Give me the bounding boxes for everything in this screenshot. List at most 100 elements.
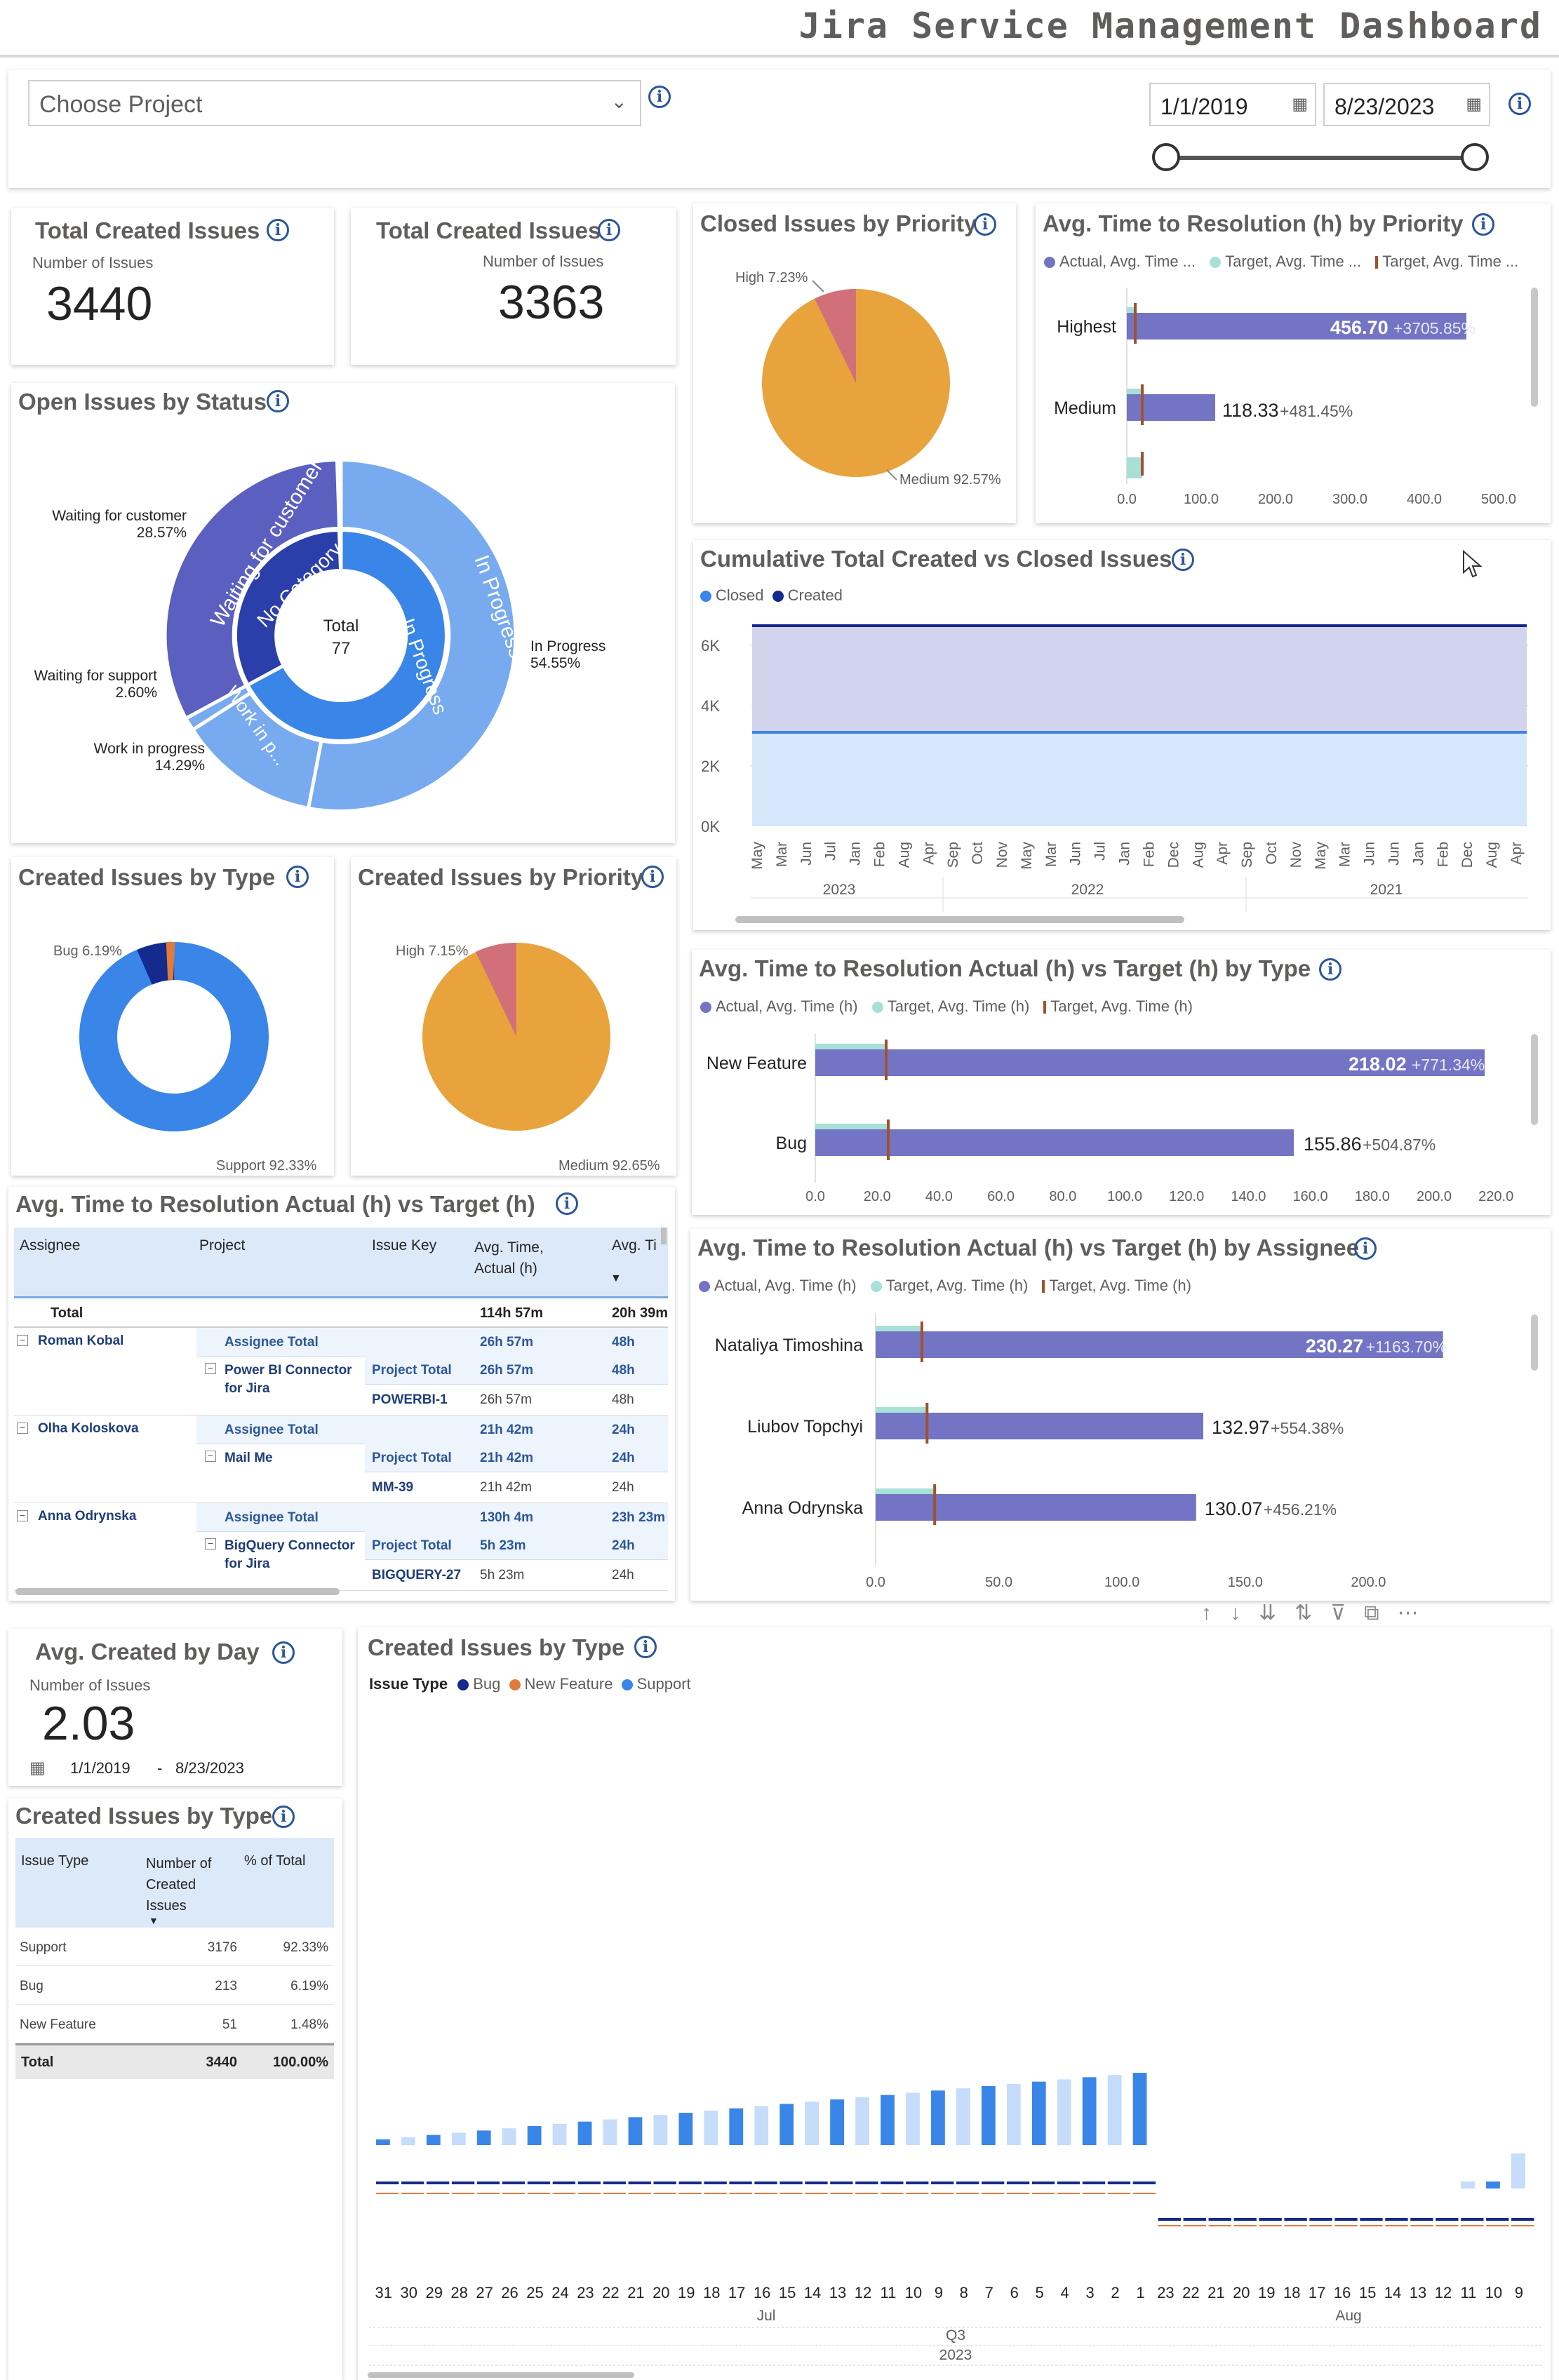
type-table-row[interactable]: Bug 213 6.19% [15, 1966, 334, 2005]
collapse-icon[interactable]: − [205, 1538, 216, 1549]
bar-support[interactable] [1486, 2181, 1500, 2189]
bar-new-feature[interactable] [1057, 2193, 1080, 2194]
bar-support[interactable] [678, 2113, 693, 2145]
bar-support[interactable] [1107, 2075, 1122, 2145]
bar-actual-new-feature[interactable] [815, 1049, 1485, 1076]
legend-created[interactable]: Created [772, 586, 843, 604]
sort-desc-icon[interactable]: ▼ [610, 1272, 622, 1284]
bar-new-feature[interactable] [653, 2193, 676, 2194]
bar-new-feature[interactable] [754, 2193, 777, 2194]
collapse-icon[interactable]: − [205, 1451, 216, 1462]
bar-support[interactable] [754, 2106, 769, 2146]
scrollbar[interactable] [1531, 1315, 1538, 1371]
vertical-scrollbar[interactable] [661, 1228, 667, 1244]
bar-support[interactable] [855, 2097, 869, 2145]
bar-support[interactable] [780, 2104, 794, 2145]
bar-bug[interactable] [1107, 2181, 1131, 2184]
bar-bug[interactable] [1057, 2181, 1080, 2184]
bar-support[interactable] [729, 2108, 744, 2145]
calendar-icon[interactable]: ▦ [1292, 95, 1308, 114]
bar-new-feature[interactable] [451, 2193, 475, 2194]
legend-actual[interactable]: Actual, Avg. Time (h) [699, 1277, 857, 1294]
project-dropdown[interactable]: Choose Project ⌄ [28, 80, 641, 126]
issue-key[interactable]: MM-39 [372, 1480, 414, 1495]
bar-new-feature[interactable] [1309, 2225, 1332, 2226]
bar-new-feature[interactable] [1284, 2225, 1307, 2226]
info-icon[interactable]: i [1354, 1237, 1377, 1260]
info-icon[interactable]: i [272, 1806, 295, 1828]
ring-in-progress[interactable] [309, 462, 514, 809]
drill-up-icon[interactable]: ↑ [1201, 1601, 1230, 1625]
legend-new-feature[interactable]: New Feature [509, 1675, 613, 1693]
bar-bug[interactable] [451, 2181, 475, 2184]
legend-target[interactable]: Target, Avg. Time (h) [871, 997, 1029, 1015]
bar-new-feature[interactable] [1259, 2225, 1282, 2226]
bar-new-feature[interactable] [552, 2193, 576, 2194]
bar-new-feature[interactable] [1082, 2193, 1106, 2194]
bar-actual[interactable] [876, 1331, 1443, 1358]
bar-bug[interactable] [1486, 2218, 1509, 2221]
bar-bug[interactable] [1410, 2218, 1433, 2221]
legend-target[interactable]: Target, Avg. Time ... [1210, 253, 1361, 270]
bar-bug[interactable] [502, 2181, 526, 2184]
date-slider-start-handle[interactable] [1152, 143, 1180, 171]
bar-bug[interactable] [1233, 2218, 1257, 2221]
bar-bug[interactable] [1334, 2218, 1358, 2221]
bar-bug[interactable] [527, 2181, 551, 2184]
bar-bug[interactable] [931, 2181, 954, 2184]
bar-bug[interactable] [855, 2181, 878, 2184]
bar-support[interactable] [426, 2134, 441, 2145]
col-assignee[interactable]: Assignee [20, 1237, 81, 1253]
expand-next-icon[interactable]: ⇅ [1294, 1601, 1331, 1625]
bar-actual-bug[interactable] [815, 1129, 1294, 1156]
horizontal-scrollbar[interactable] [368, 2372, 634, 2378]
start-date-input[interactable]: 1/1/2019 ▦ [1149, 83, 1316, 126]
focus-mode-icon[interactable]: ⧉ [1364, 1601, 1398, 1625]
info-icon[interactable]: i [641, 866, 664, 888]
bar-bug[interactable] [830, 2181, 853, 2184]
bar-new-feature[interactable] [376, 2193, 399, 2194]
type-table-row[interactable]: Support 3176 92.33% [15, 1928, 334, 1966]
col-target[interactable]: Avg. Ti [612, 1237, 657, 1253]
pie-slice-high[interactable] [815, 289, 856, 383]
bar-new-feature[interactable] [881, 2193, 904, 2194]
bar-bug[interactable] [376, 2181, 399, 2184]
legend-target-marker[interactable]: Target, Avg. Time (h) [1043, 997, 1193, 1015]
scrollbar[interactable] [1531, 1034, 1538, 1125]
scrollbar[interactable] [1531, 288, 1538, 407]
bar-support[interactable] [981, 2086, 996, 2145]
bar-new-feature[interactable] [628, 2193, 651, 2194]
legend-target-marker[interactable]: Target, Avg. Time ... [1375, 253, 1518, 270]
bar-new-feature[interactable] [476, 2193, 500, 2194]
bar-new-feature[interactable] [931, 2193, 954, 2194]
area-closed[interactable] [752, 732, 1527, 826]
bar-bug[interactable] [653, 2181, 676, 2184]
bar-support[interactable] [881, 2095, 895, 2145]
type-table-row[interactable]: New Feature 51 1.48% [15, 2005, 334, 2043]
bar-support[interactable] [502, 2128, 516, 2145]
bar-support[interactable] [931, 2090, 945, 2145]
bar-bug[interactable] [1208, 2218, 1231, 2221]
legend-target[interactable]: Target, Avg. Time (h) [870, 1277, 1028, 1294]
bar-support[interactable] [1082, 2077, 1097, 2145]
bar-bug[interactable] [603, 2181, 626, 2184]
bar-new-feature[interactable] [502, 2193, 526, 2194]
bar-actual[interactable] [876, 1413, 1203, 1439]
bar-bug[interactable] [1385, 2218, 1408, 2221]
bar-bug[interactable] [1031, 2181, 1055, 2184]
bar-new-feature[interactable] [527, 2193, 551, 2194]
bar-actual-medium[interactable] [1127, 394, 1215, 421]
donut-support[interactable] [79, 942, 269, 1131]
bar-support[interactable] [830, 2099, 844, 2145]
ring-waiting-for-support[interactable] [187, 687, 249, 729]
bar-bug[interactable] [1309, 2218, 1332, 2221]
bar-bug[interactable] [1259, 2218, 1282, 2221]
info-icon[interactable]: i [1319, 958, 1341, 981]
bar-bug[interactable] [704, 2181, 727, 2184]
bar-new-feature[interactable] [704, 2193, 727, 2194]
bar-support[interactable] [552, 2123, 567, 2145]
legend-closed[interactable]: Closed [700, 586, 763, 604]
inner-no-category[interactable] [236, 532, 339, 684]
bar-new-feature[interactable] [1158, 2225, 1182, 2226]
bar-support[interactable] [527, 2126, 542, 2145]
